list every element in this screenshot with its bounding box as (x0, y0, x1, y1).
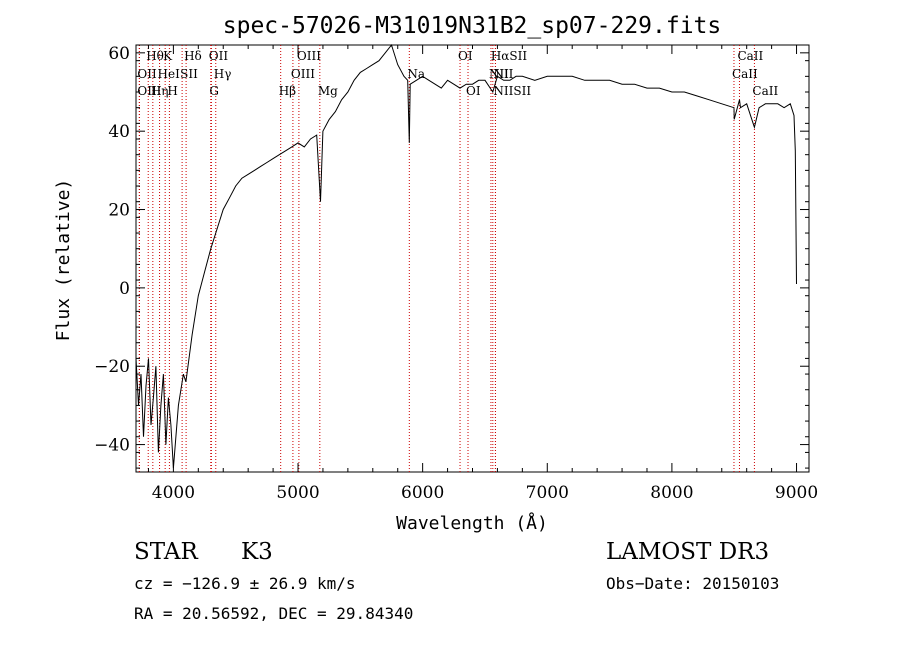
survey-name: LAMOST DR3 (606, 539, 770, 565)
y-axis-label: Flux (relative) (53, 179, 74, 342)
x-axis-label: Wavelength (Å) (396, 512, 548, 534)
line-marker-label: G (209, 84, 219, 98)
line-marker-label: CaII (752, 84, 778, 98)
y-tick-label: 60 (108, 44, 130, 64)
line-marker-label: Hθ (146, 49, 164, 63)
line-marker-label: NII (489, 67, 509, 81)
line-marker-label: HαSII (491, 49, 528, 63)
line-marker-label: OIII (291, 67, 315, 81)
line-marker-label: Na (407, 67, 425, 81)
line-marker-label: CaII (732, 67, 758, 81)
observation-date: Obs−Date: 20150103 (606, 574, 780, 593)
line-marker-label: HeI (158, 67, 181, 81)
line-marker-label: OII (209, 49, 229, 63)
y-tick-label: 40 (108, 122, 130, 142)
x-tick-label: 4000 (152, 483, 195, 503)
y-tick-label: −40 (94, 436, 130, 456)
object-class: STAR (134, 539, 198, 565)
line-marker-label: Hη (151, 84, 169, 98)
line-marker-label: OIII (297, 49, 321, 63)
redshift-velocity: cz = −126.9 ± 26.9 km/s (134, 574, 356, 593)
object-subclass: K3 (241, 539, 273, 565)
plot-frame (135, 44, 810, 473)
x-tick-label: 5000 (276, 483, 319, 503)
line-marker-label: K (163, 49, 173, 63)
line-marker-label: OII (137, 67, 157, 81)
line-marker-label: Mg (318, 84, 338, 98)
line-marker-label: SII (180, 67, 198, 81)
line-marker-label: OIII (137, 84, 161, 98)
line-marker-label: H (167, 84, 177, 98)
y-tick-label: 20 (108, 201, 130, 221)
x-tick-label: 6000 (401, 483, 444, 503)
line-marker-label: Hγ (214, 67, 232, 81)
line-marker-label: Hβ (279, 84, 296, 98)
x-tick-label: 9000 (775, 483, 818, 503)
line-marker-label: Hδ (184, 49, 202, 63)
y-tick-label: 0 (119, 279, 130, 299)
spectrum-line (135, 43, 797, 469)
chart-title: spec-57026-M31019N31B2_sp07-229.fits (223, 13, 722, 39)
sky-coordinates: RA = 20.56592, DEC = 29.84340 (134, 604, 414, 623)
y-tick-label: −20 (94, 357, 130, 377)
x-tick-label: 8000 (650, 483, 693, 503)
line-marker-label: OI (458, 49, 473, 63)
line-marker-label: CaII (737, 49, 763, 63)
x-tick-label: 7000 (526, 483, 569, 503)
line-marker-label: NIISII (493, 84, 531, 98)
line-marker-label: OI (466, 84, 481, 98)
